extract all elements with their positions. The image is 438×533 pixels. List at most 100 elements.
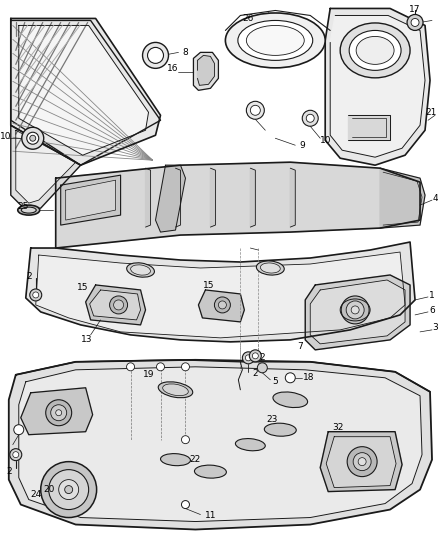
Text: 2: 2 [253, 369, 258, 378]
Circle shape [251, 106, 260, 115]
Text: 5: 5 [272, 377, 278, 386]
Text: 3: 3 [432, 324, 438, 333]
Circle shape [14, 425, 24, 435]
Circle shape [46, 400, 72, 426]
Circle shape [65, 486, 73, 494]
Circle shape [346, 301, 364, 319]
Ellipse shape [127, 263, 155, 277]
Circle shape [49, 470, 88, 510]
Polygon shape [198, 55, 215, 85]
Ellipse shape [194, 465, 226, 478]
Circle shape [285, 373, 295, 383]
Text: 2: 2 [259, 353, 265, 362]
Ellipse shape [273, 392, 307, 408]
Ellipse shape [238, 20, 313, 60]
Text: 21: 21 [426, 108, 437, 117]
Polygon shape [86, 285, 145, 325]
Text: 15: 15 [203, 281, 214, 290]
Circle shape [148, 47, 163, 63]
Polygon shape [290, 168, 295, 227]
Circle shape [351, 306, 359, 314]
Circle shape [245, 355, 251, 361]
Circle shape [27, 132, 39, 144]
Polygon shape [348, 115, 390, 140]
Ellipse shape [131, 265, 151, 275]
Text: 32: 32 [332, 423, 344, 432]
Text: 2: 2 [6, 467, 11, 476]
Ellipse shape [246, 26, 304, 55]
Ellipse shape [349, 30, 401, 70]
Circle shape [181, 500, 190, 508]
Ellipse shape [235, 439, 265, 451]
Text: 17: 17 [409, 5, 421, 14]
Text: 11: 11 [205, 511, 216, 520]
Circle shape [113, 300, 124, 310]
Circle shape [306, 114, 314, 122]
Circle shape [219, 301, 226, 309]
Text: 8: 8 [183, 48, 188, 57]
Polygon shape [19, 367, 422, 521]
Circle shape [181, 363, 190, 371]
Polygon shape [251, 168, 255, 227]
Polygon shape [19, 26, 148, 155]
Polygon shape [326, 437, 396, 488]
Circle shape [127, 363, 134, 371]
Polygon shape [320, 432, 402, 491]
Text: 2: 2 [26, 272, 32, 281]
Polygon shape [198, 290, 244, 322]
Ellipse shape [256, 261, 284, 275]
Circle shape [258, 363, 267, 373]
Circle shape [33, 292, 39, 298]
Text: 7: 7 [297, 342, 303, 351]
Circle shape [51, 405, 67, 421]
Polygon shape [305, 275, 410, 350]
Circle shape [41, 462, 97, 518]
Polygon shape [155, 165, 185, 232]
Circle shape [10, 449, 22, 461]
Circle shape [252, 353, 258, 359]
Circle shape [358, 458, 366, 466]
Ellipse shape [260, 263, 280, 273]
Polygon shape [61, 175, 120, 225]
Text: 22: 22 [190, 455, 201, 464]
Text: 20: 20 [43, 485, 54, 494]
Text: 23: 23 [267, 415, 278, 424]
Text: 15: 15 [77, 284, 88, 293]
Text: 24: 24 [30, 490, 41, 499]
Polygon shape [145, 168, 151, 227]
Text: 4: 4 [432, 193, 438, 203]
Ellipse shape [161, 454, 191, 466]
Circle shape [59, 480, 79, 499]
Polygon shape [21, 388, 92, 435]
Text: 18: 18 [303, 373, 314, 382]
Polygon shape [66, 180, 116, 220]
Circle shape [353, 453, 371, 471]
Ellipse shape [162, 384, 188, 395]
Text: 9: 9 [300, 141, 305, 150]
Polygon shape [26, 242, 415, 342]
Circle shape [249, 350, 261, 362]
Polygon shape [9, 360, 432, 529]
Polygon shape [56, 162, 420, 248]
Ellipse shape [21, 207, 36, 213]
Text: 10: 10 [319, 136, 331, 145]
Circle shape [347, 447, 377, 477]
Ellipse shape [264, 423, 296, 436]
Polygon shape [90, 290, 141, 320]
Text: 26: 26 [243, 14, 254, 23]
Circle shape [56, 410, 62, 416]
Polygon shape [194, 52, 219, 90]
Circle shape [215, 297, 230, 313]
Circle shape [110, 296, 127, 314]
Circle shape [302, 110, 318, 126]
Circle shape [30, 289, 42, 301]
Circle shape [22, 127, 44, 149]
Text: 25: 25 [17, 201, 28, 211]
Circle shape [341, 296, 369, 324]
Polygon shape [310, 280, 405, 344]
Ellipse shape [18, 205, 40, 215]
Polygon shape [16, 130, 76, 203]
Text: 13: 13 [81, 335, 92, 344]
Ellipse shape [340, 23, 410, 78]
Polygon shape [380, 168, 425, 228]
